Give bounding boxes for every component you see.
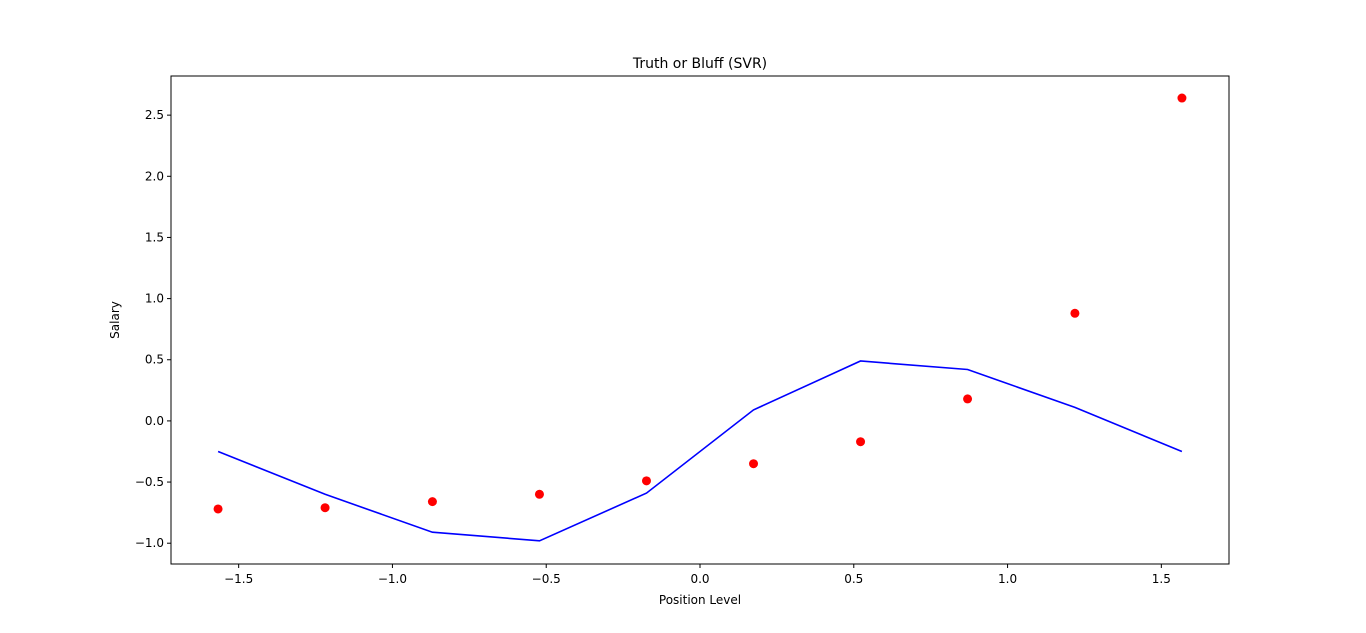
axes-frame (170, 75, 1230, 565)
y-axis-label: Salary (108, 301, 122, 339)
data-point (1177, 93, 1187, 103)
x-tick-label: 0.5 (844, 572, 863, 586)
x-tick-label: −1.5 (224, 572, 253, 586)
x-tick-label: 1.5 (1152, 572, 1171, 586)
y-tick-label: −0.5 (135, 475, 164, 489)
data-point (963, 394, 973, 404)
x-tick-label: 1.0 (998, 572, 1017, 586)
x-tick-label: −1.0 (378, 572, 407, 586)
x-tick-label: −0.5 (532, 572, 561, 586)
y-tick-label: 2.5 (145, 108, 164, 122)
y-tick-label: 1.0 (145, 292, 164, 306)
data-point (749, 459, 759, 469)
y-axis: −1.0 −0.5 0.0 0.5 1.0 1.5 2.0 2.5 (135, 108, 171, 550)
data-point (534, 489, 544, 499)
data-point (856, 437, 866, 447)
y-tick-label: 2.0 (145, 169, 164, 183)
y-tick-label: 0.5 (145, 353, 164, 367)
data-point (1070, 308, 1080, 318)
data-point (641, 476, 651, 486)
y-tick-label: 1.5 (145, 230, 164, 244)
data-point (320, 503, 330, 513)
y-tick-label: −1.0 (135, 536, 164, 550)
y-tick-label: 0.0 (145, 414, 164, 428)
chart-title: Truth or Bluff (SVR) (632, 56, 767, 72)
x-axis: −1.5 −1.0 −0.5 0.0 0.5 1.0 1.5 (224, 564, 1171, 586)
data-point (213, 504, 223, 514)
svr-prediction-line (217, 360, 1183, 542)
plot-area (213, 93, 1187, 542)
x-axis-label: Position Level (659, 593, 741, 607)
data-point (427, 497, 437, 507)
x-tick-label: 0.0 (690, 572, 709, 586)
